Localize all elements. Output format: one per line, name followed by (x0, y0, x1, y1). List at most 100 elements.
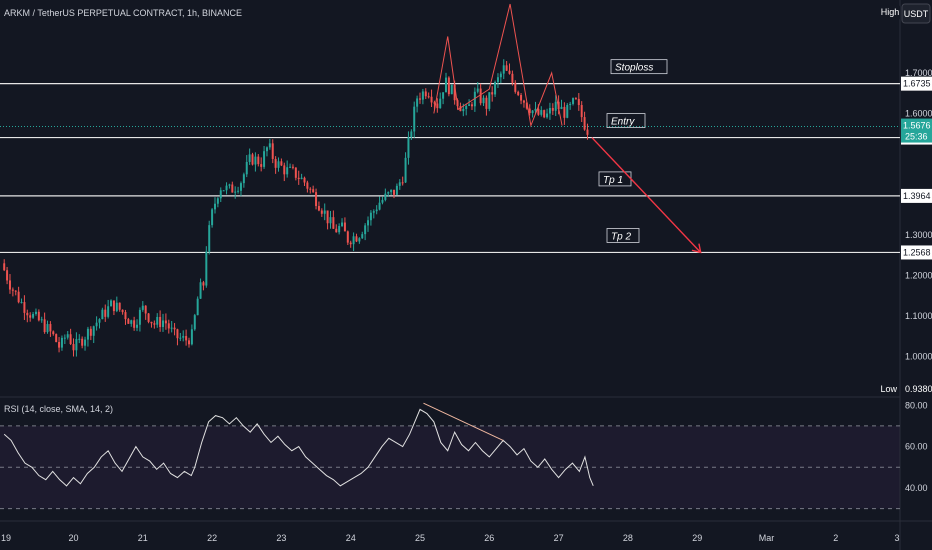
candle-body (20, 302, 23, 304)
candle-body (419, 98, 421, 100)
candle-body (239, 183, 242, 191)
candle-body (453, 84, 456, 101)
time-tick-label: 3 (894, 533, 899, 543)
candle-body (315, 192, 318, 207)
candle-body (300, 177, 303, 179)
candle-body (450, 84, 453, 95)
candle-body (546, 113, 549, 118)
candle-body (361, 234, 364, 239)
time-axis[interactable]: 19 20 21 22 23 24 25 26 27 28 29 Mar 2 3 (1, 533, 900, 543)
candle-body (104, 309, 107, 317)
candle-body (58, 342, 61, 348)
candle-body (127, 319, 130, 324)
candle-body (271, 143, 274, 159)
candle-body (566, 105, 569, 118)
candle-body (118, 302, 121, 310)
candle-body (514, 82, 517, 92)
candle-body (343, 222, 346, 232)
candle-body (306, 182, 309, 189)
candle-body (130, 320, 133, 324)
candle-body (205, 251, 208, 286)
candle-body (465, 105, 468, 109)
candle-body (372, 211, 375, 213)
candle-body (367, 220, 370, 226)
candle-body (505, 65, 508, 71)
candle-body (286, 167, 289, 175)
candle-body (364, 225, 367, 235)
projection-arrow (591, 137, 702, 254)
candle-body (283, 165, 286, 175)
candle-body (442, 92, 445, 99)
candle-body (153, 323, 156, 325)
candle-body (323, 210, 326, 214)
candle-body (211, 209, 214, 226)
current-price-label: 1.5676 (903, 121, 931, 131)
candle-body (40, 319, 43, 321)
candle-body (482, 97, 485, 104)
candle-body (387, 192, 390, 194)
candle-body (63, 337, 66, 339)
currency-badge[interactable]: USDT (904, 9, 929, 19)
candle-body (234, 191, 237, 193)
candle-body (326, 210, 329, 224)
candle-body (237, 190, 240, 192)
candle-body (303, 177, 306, 183)
projection-line (591, 137, 702, 253)
rsi-axis[interactable]: 80.00 60.00 40.00 (905, 400, 928, 493)
candle-body (274, 158, 277, 168)
candle-body (245, 161, 248, 175)
candle-body (84, 339, 87, 346)
candle-body (569, 103, 572, 106)
candle-body (17, 291, 20, 303)
candle-body (401, 182, 404, 184)
candle-body (341, 222, 344, 227)
candle-body (554, 101, 557, 111)
candle-body (476, 88, 479, 92)
candle-body (416, 98, 419, 107)
price-axis[interactable]: 1.7000 1.6000 1.3000 1.2000 1.1000 1.0000 (905, 68, 932, 362)
candle-body (349, 242, 352, 245)
candle-body (572, 98, 575, 104)
time-tick-label: 27 (554, 533, 564, 543)
candle-body (433, 102, 436, 104)
rsi-tick-label: 80.00 (905, 400, 928, 410)
candle-body (525, 102, 528, 109)
candle-body (170, 327, 173, 329)
rsi-label[interactable]: RSI (14, close, SMA, 14, 2) (4, 404, 113, 414)
candle-body (502, 65, 505, 74)
candle-body (352, 236, 355, 245)
candle-body (144, 305, 147, 314)
candle-body (124, 312, 127, 320)
candle-body (121, 309, 124, 313)
candle-body (540, 110, 543, 115)
candle-body (531, 110, 534, 114)
candle-body (55, 334, 58, 343)
level-label-box (606, 228, 640, 243)
candle-body (188, 340, 190, 345)
time-tick-label: 28 (623, 533, 633, 543)
current-price-tag[interactable] (901, 118, 932, 143)
candle-body (485, 97, 488, 109)
candle-body (260, 164, 263, 167)
candle-body (34, 311, 37, 314)
candle-body (167, 323, 170, 329)
candle-body (242, 174, 245, 184)
pattern-line (433, 3, 563, 128)
currency-badge-bg[interactable] (901, 3, 931, 24)
candle-body (548, 107, 551, 114)
price-tick-label: 1.7000 (905, 68, 932, 78)
candle-body (46, 324, 49, 333)
candle-body (112, 300, 115, 312)
candle-body (268, 143, 271, 148)
low-value: 0.9380 (905, 384, 932, 394)
candle-body (320, 210, 323, 214)
candle-body (355, 236, 358, 242)
candle-body (384, 193, 387, 200)
level-price-tag (901, 76, 932, 91)
candle-body (14, 290, 17, 292)
candle-body (257, 156, 260, 165)
candle-body (393, 189, 396, 195)
candle-body (543, 110, 546, 118)
